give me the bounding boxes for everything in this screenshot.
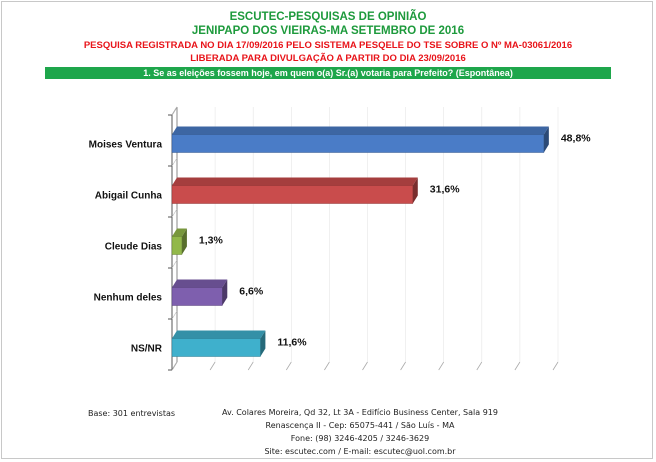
bar-side (412, 177, 418, 204)
gridline (362, 361, 368, 371)
category-label: Abigail Cunha (95, 191, 163, 202)
footer-address-line2: Renascença II - Cep: 65075-441 / São Luí… (265, 421, 455, 430)
bar-top (172, 228, 187, 237)
bar-top (172, 279, 228, 288)
report-subtitle: JENIPAPO DOS VIEIRAS-MA SETEMBRO DE 2016 (191, 25, 465, 37)
category-label: Moises Ventura (89, 140, 163, 151)
bar-side (181, 228, 187, 255)
bar (171, 287, 223, 306)
bar-top (172, 126, 549, 135)
bar-top (172, 177, 418, 186)
footer-address-line1: Av. Colares Moreira, Qd 32, Lt 3A - Edif… (222, 408, 498, 417)
data-label: 1,3% (199, 235, 224, 247)
gridline (438, 361, 445, 371)
category-separator (171, 310, 178, 320)
category-separator (171, 208, 178, 218)
bar (171, 134, 545, 153)
category-separator (171, 157, 178, 167)
category-label: Cleude Dias (105, 242, 163, 253)
gridline (247, 361, 254, 371)
bar-side (543, 126, 549, 153)
gridline (514, 361, 521, 371)
category-separator (171, 259, 178, 269)
registration-note: PESQUISA REGISTRADA NO DIA 17/09/2016 PE… (83, 40, 573, 51)
bar-side (222, 279, 228, 306)
data-label: 48,8% (561, 133, 591, 145)
data-label: 31,6% (430, 184, 460, 196)
sample-base: Base: 301 entrevistas (88, 409, 176, 418)
footer-phone: Fone: (98) 3246-4205 / 3246-3629 (290, 434, 430, 443)
report-title: ESCUTEC-PESQUISAS DE OPINIÃO (229, 11, 427, 23)
bar (171, 338, 261, 357)
bar-side (260, 330, 266, 357)
category-separator (171, 106, 178, 116)
gridline (324, 361, 330, 371)
data-label: 11,6% (277, 337, 307, 349)
question-banner: 1. Se as eleições fossem hoje, em quem o… (45, 67, 611, 79)
gridline (285, 361, 292, 371)
category-label: NS/NR (131, 344, 163, 355)
gridline (552, 361, 559, 371)
gridline (209, 361, 216, 371)
bar (171, 185, 414, 204)
category-separator (171, 361, 178, 371)
footer-contact: Site: escutec.com / E-mail: escutec@uol.… (264, 447, 456, 456)
bar (171, 236, 183, 255)
gridline (476, 361, 483, 371)
data-label: 6,6% (239, 286, 264, 298)
category-label: Nenhum deles (94, 293, 163, 304)
release-note: LIBERADA PARA DIVULGAÇÃO A PARTIR DO DIA… (190, 53, 466, 64)
bar-top (172, 330, 266, 339)
gridline (400, 361, 406, 371)
